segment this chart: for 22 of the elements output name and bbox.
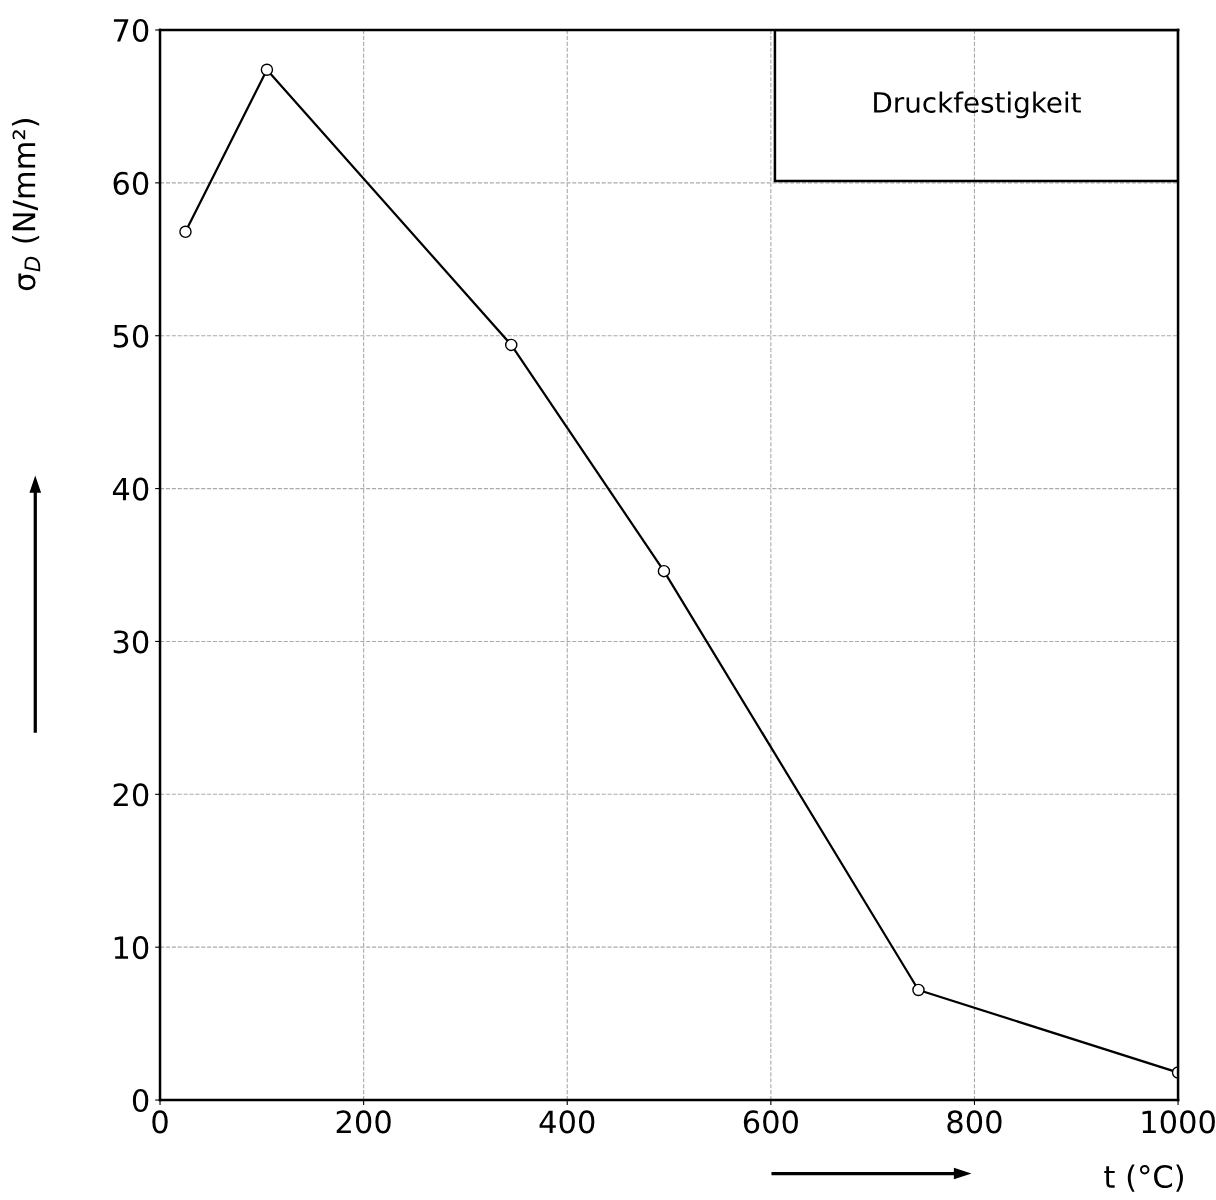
x-tick-label: 200: [336, 1110, 391, 1134]
point: [657, 564, 671, 578]
x-tick-label: 1000: [1142, 1110, 1215, 1134]
y-tick-label: 70: [113, 18, 149, 43]
point: [912, 983, 925, 997]
point: [260, 63, 274, 76]
y-tick-label: 10: [114, 936, 149, 960]
y-tick-label: 0: [132, 1088, 149, 1113]
y-axis-title: σ$_{D}$ (N/mm²): [11, 119, 41, 291]
y-tick-label: 30: [113, 630, 149, 654]
point: [504, 338, 518, 352]
x-tick-label: 400: [539, 1110, 595, 1134]
y-tick-label: 40: [112, 477, 149, 501]
y-tick-label: 60: [113, 171, 149, 195]
x-tick-label: 600: [743, 1110, 798, 1134]
text: Druckfestigkeit: [874, 91, 1081, 119]
x-axis-title: t (°C): [1104, 1164, 1183, 1192]
point: [179, 225, 192, 239]
x-tick-label: 0: [152, 1110, 168, 1134]
y-tick-label: 20: [113, 783, 149, 807]
x-tick-label: 800: [947, 1110, 1002, 1134]
y-tick-label: 50: [113, 324, 149, 348]
